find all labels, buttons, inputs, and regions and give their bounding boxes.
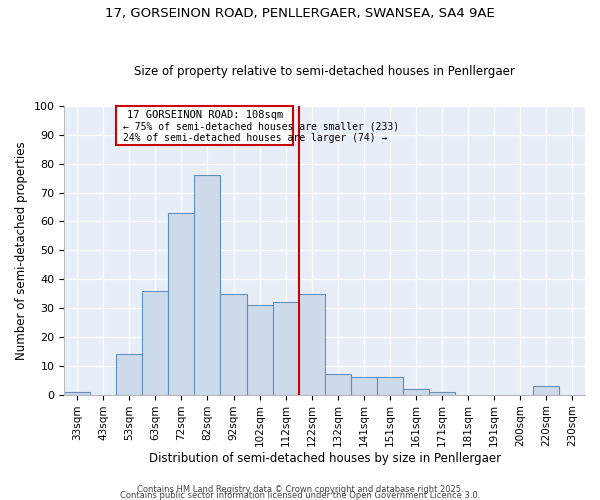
Bar — [116, 354, 142, 395]
Text: 17, GORSEINON ROAD, PENLLERGAER, SWANSEA, SA4 9AE: 17, GORSEINON ROAD, PENLLERGAER, SWANSEA… — [105, 8, 495, 20]
X-axis label: Distribution of semi-detached houses by size in Penllergaer: Distribution of semi-detached houses by … — [149, 452, 501, 465]
Bar — [299, 294, 325, 394]
Title: Size of property relative to semi-detached houses in Penllergaer: Size of property relative to semi-detach… — [134, 66, 515, 78]
Bar — [325, 374, 350, 394]
Bar — [533, 386, 559, 394]
Bar — [194, 176, 220, 394]
Text: ← 75% of semi-detached houses are smaller (233): ← 75% of semi-detached houses are smalle… — [123, 121, 399, 131]
Bar — [142, 290, 169, 395]
Bar — [169, 213, 194, 394]
Bar — [350, 378, 377, 394]
Bar — [272, 302, 299, 394]
Bar — [247, 305, 272, 394]
Bar — [403, 389, 429, 394]
Text: Contains public sector information licensed under the Open Government Licence 3.: Contains public sector information licen… — [120, 491, 480, 500]
Y-axis label: Number of semi-detached properties: Number of semi-detached properties — [15, 141, 28, 360]
Text: 24% of semi-detached houses are larger (74) →: 24% of semi-detached houses are larger (… — [123, 134, 387, 143]
Bar — [377, 378, 403, 394]
Bar — [429, 392, 455, 394]
Text: 17 GORSEINON ROAD: 108sqm: 17 GORSEINON ROAD: 108sqm — [127, 110, 283, 120]
FancyBboxPatch shape — [116, 106, 293, 145]
Bar — [64, 392, 91, 394]
Bar — [220, 294, 247, 394]
Text: Contains HM Land Registry data © Crown copyright and database right 2025.: Contains HM Land Registry data © Crown c… — [137, 485, 463, 494]
